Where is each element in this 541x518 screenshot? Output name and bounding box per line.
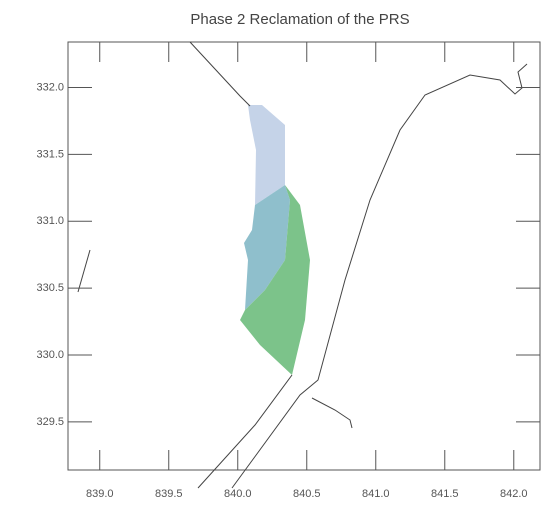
y-tick-label: 330.0 [36,349,64,361]
y-tick-label: 329.5 [36,416,64,428]
plot-frame [67,41,541,471]
y-tick-label: 330.5 [36,282,64,294]
x-tick-label: 841.0 [362,488,390,500]
chart-title: Phase 2 Reclamation of the PRS [190,11,409,28]
x-tick-label: 840.0 [224,488,252,500]
x-tick-label: 842.0 [500,488,528,500]
coastline [77,249,91,293]
region-phase-b [244,185,290,310]
region-phase-a [248,105,285,205]
coastline [189,41,251,107]
y-tick-label: 331.5 [36,148,64,160]
coastline [197,374,293,489]
region-phase-c [240,185,310,375]
x-tick-label: 840.5 [293,488,321,500]
coastline [231,63,528,489]
x-tick-label: 839.5 [155,488,183,500]
y-tick-label: 331.0 [36,215,64,227]
jetty [311,397,353,429]
y-tick-label: 332.0 [36,81,64,93]
x-tick-label: 841.5 [431,488,459,500]
x-tick-label: 839.0 [86,488,114,500]
